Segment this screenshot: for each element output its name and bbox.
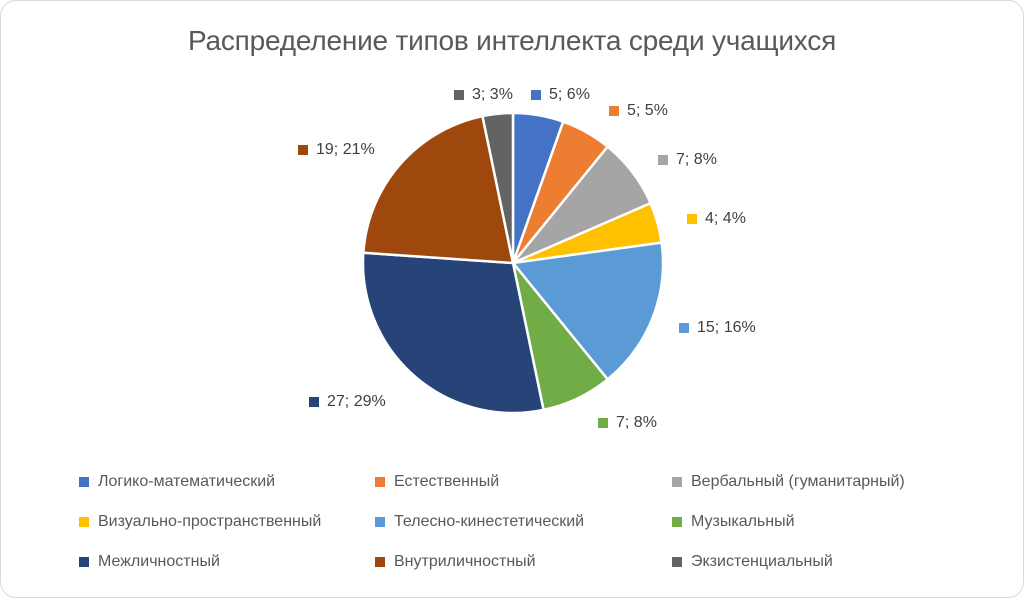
legend-swatch-icon xyxy=(79,516,89,527)
data-label-text: 7; 8% xyxy=(676,151,717,168)
legend-item: Логико-математический xyxy=(79,469,375,494)
data-label: 19; 21% xyxy=(298,138,375,162)
legend-item: Межличностный xyxy=(79,549,375,574)
legend-item: Экзистенциальный xyxy=(672,549,905,574)
legend-swatch-icon xyxy=(375,476,385,487)
data-label-text: 19; 21% xyxy=(316,141,375,158)
legend-label: Вербальный (гуманитарный) xyxy=(691,472,905,490)
data-label: 7; 8% xyxy=(598,411,657,435)
legend-item: Внутриличностный xyxy=(375,549,672,574)
legend-label: Визуально-пространственный xyxy=(98,512,322,530)
data-label-swatch-icon xyxy=(309,397,319,407)
pie-slice xyxy=(511,241,665,381)
legend-swatch-icon xyxy=(79,556,89,567)
data-label: 5; 6% xyxy=(531,83,590,107)
legend-swatch-icon xyxy=(672,516,682,527)
legend-item: Музыкальный xyxy=(672,509,905,534)
legend-item: Визуально-пространственный xyxy=(79,509,375,534)
data-label-text: 7; 8% xyxy=(616,414,657,431)
legend-item: Вербальный (гуманитарный) xyxy=(672,469,905,494)
data-label-text: 5; 5% xyxy=(627,102,668,119)
legend-label: Экзистенциальный xyxy=(691,552,833,570)
data-label-swatch-icon xyxy=(598,418,608,428)
data-label-text: 27; 29% xyxy=(327,393,386,410)
data-label: 3; 3% xyxy=(454,83,513,107)
legend-label: Музыкальный xyxy=(691,512,795,530)
legend-label: Естественный xyxy=(394,472,500,490)
data-label-swatch-icon xyxy=(658,155,668,165)
legend-item: Телесно-кинестетический xyxy=(375,509,672,534)
data-label: 4; 4% xyxy=(687,207,746,231)
legend-swatch-icon xyxy=(375,516,385,527)
legend-swatch-icon xyxy=(375,556,385,567)
data-label-text: 4; 4% xyxy=(705,210,746,227)
data-label-swatch-icon xyxy=(298,145,308,155)
data-label-swatch-icon xyxy=(609,106,619,116)
pie-slice xyxy=(362,114,515,265)
data-label-swatch-icon xyxy=(531,90,541,100)
data-label: 27; 29% xyxy=(309,390,386,414)
data-label-swatch-icon xyxy=(454,90,464,100)
pie-slice xyxy=(361,251,545,415)
data-label-swatch-icon xyxy=(679,323,689,333)
legend-label: Телесно-кинестетический xyxy=(394,512,585,530)
pie-slice xyxy=(481,111,515,265)
data-label-text: 5; 6% xyxy=(549,86,590,103)
data-label: 5; 5% xyxy=(609,99,668,123)
legend-swatch-icon xyxy=(672,556,682,567)
data-label: 7; 8% xyxy=(658,148,717,172)
legend-label: Логико-математический xyxy=(98,472,276,490)
data-label-swatch-icon xyxy=(687,214,697,224)
legend-swatch-icon xyxy=(672,476,682,487)
legend-swatch-icon xyxy=(79,476,89,487)
legend-label: Межличностный xyxy=(98,552,220,570)
chart-title: Распределение типов интеллекта среди уча… xyxy=(187,25,837,56)
legend-item: Естественный xyxy=(375,469,672,494)
data-label-text: 15; 16% xyxy=(697,319,756,336)
legend-label: Внутриличностный xyxy=(394,552,536,570)
legend: Логико-математический Естественный Вербаль… xyxy=(79,469,905,574)
data-label: 15; 16% xyxy=(679,316,756,340)
data-label-text: 3; 3% xyxy=(472,86,513,103)
